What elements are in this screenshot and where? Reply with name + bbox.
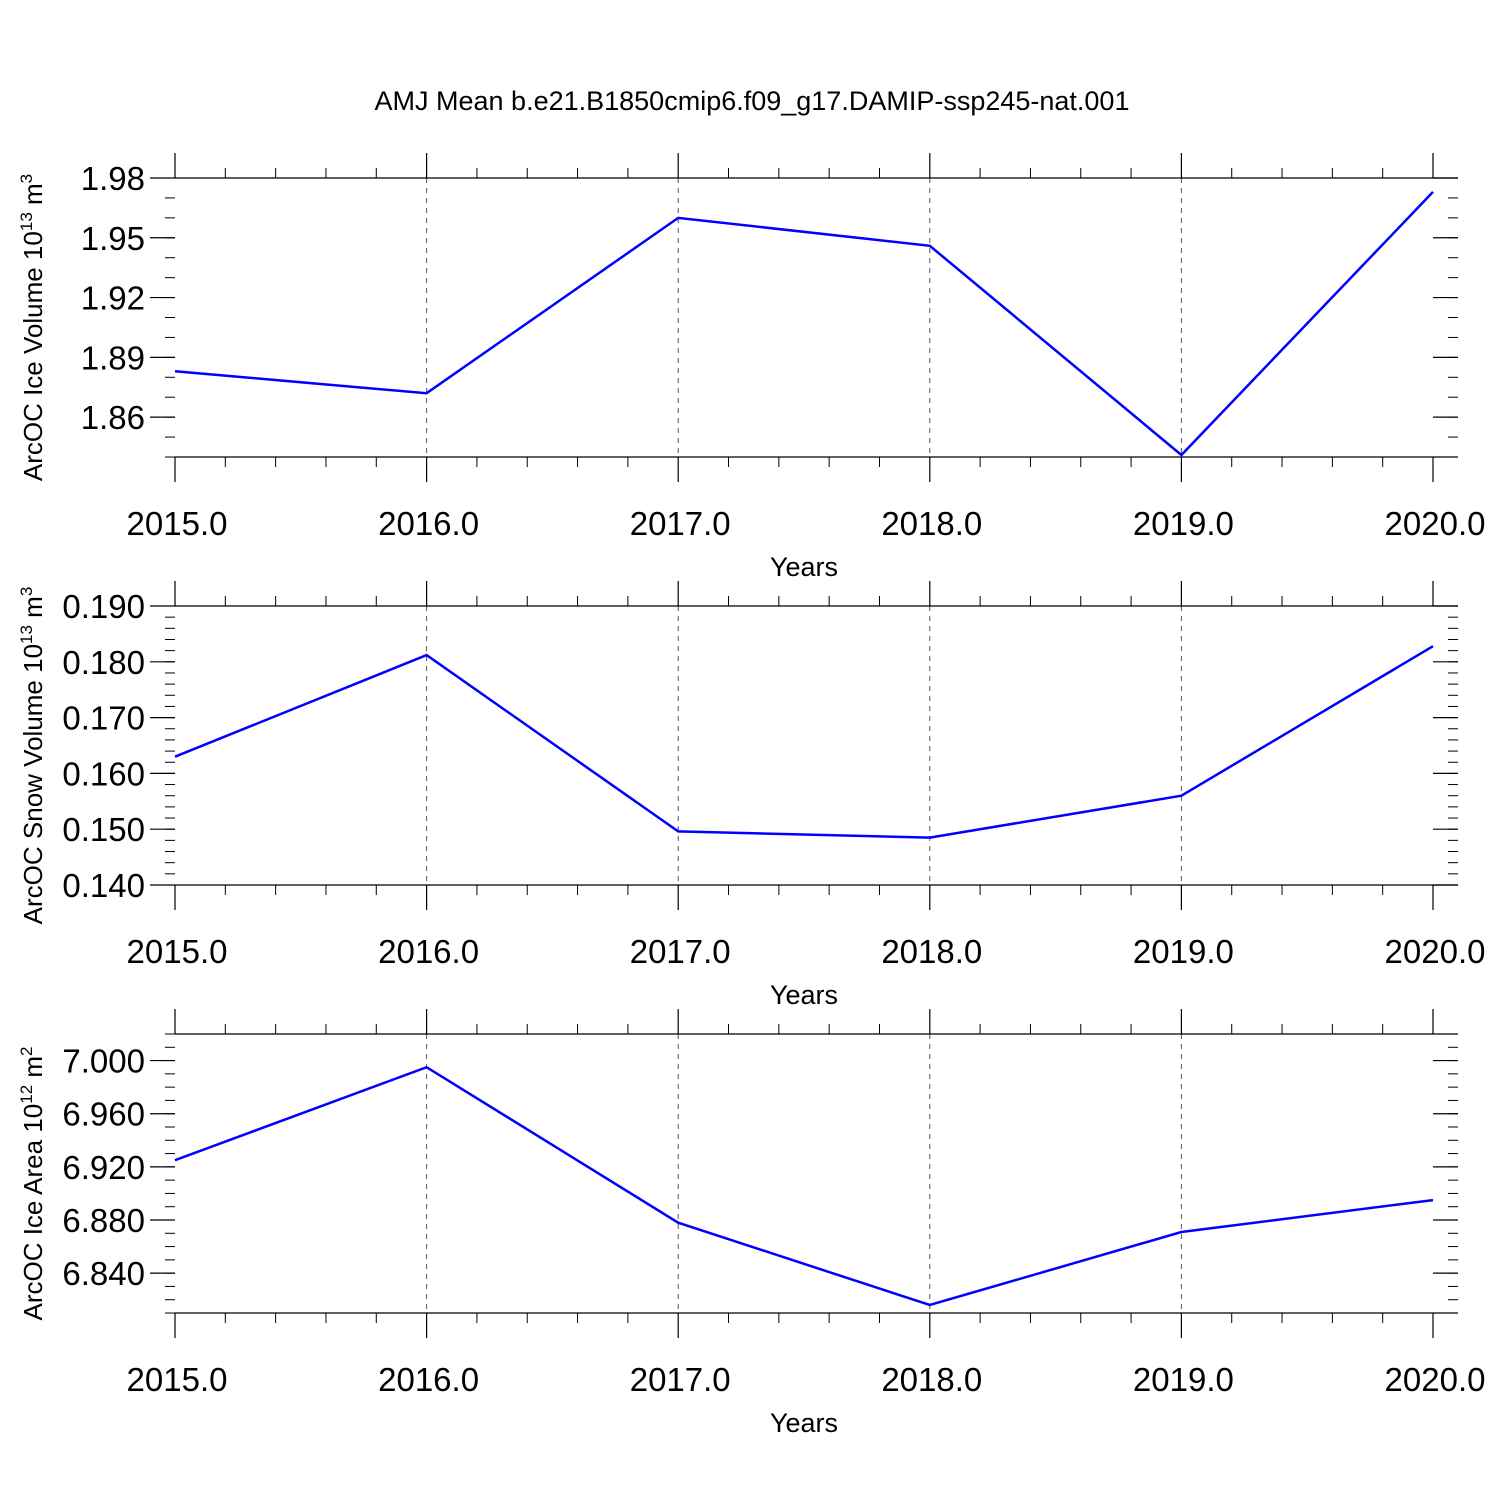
y-tick-label: 0.140 — [62, 867, 145, 904]
y-tick-label: 0.150 — [62, 811, 145, 848]
x-tick-label: 2018.0 — [881, 933, 982, 970]
y-tick-label: 1.92 — [81, 280, 145, 317]
y-tick-label: 7.000 — [62, 1043, 145, 1080]
y-tick-label: 0.190 — [62, 588, 145, 625]
x-tick-label: 2019.0 — [1133, 505, 1234, 542]
y-tick-label: 1.95 — [81, 220, 145, 257]
x-tick-label: 2019.0 — [1133, 933, 1234, 970]
y-tick-label: 6.880 — [62, 1202, 145, 1239]
y-axis-label: ArcOC Snow Volume 1013 m3 — [17, 587, 48, 925]
y-axis-label: ArcOC Ice Area 1012 m2 — [17, 1046, 48, 1320]
x-tick-label: 2018.0 — [881, 505, 982, 542]
x-tick-label: 2017.0 — [630, 933, 731, 970]
x-tick-label: 2017.0 — [630, 1361, 731, 1398]
series-line — [175, 1067, 1433, 1305]
x-tick-label: 2015.0 — [127, 933, 228, 970]
x-tick-label: 2019.0 — [1133, 1361, 1234, 1398]
y-axis-label: ArcOC Ice Volume 1013 m3 — [17, 174, 48, 481]
y-tick-label: 1.89 — [81, 339, 145, 376]
x-axis-label: Years — [770, 1408, 838, 1438]
x-axis-label: Years — [770, 980, 838, 1010]
x-tick-label: 2016.0 — [378, 1361, 479, 1398]
x-axis-label: Years — [770, 552, 838, 582]
y-tick-label: 1.98 — [81, 160, 145, 197]
y-tick-label: 0.170 — [62, 700, 145, 737]
x-tick-label: 2016.0 — [378, 505, 479, 542]
panel-3: 2015.0 2016.0 2017.0 2018.0 2019.0 2020.0 Year… — [17, 1009, 1485, 1438]
x-tick-label: 2015.0 — [127, 505, 228, 542]
y-tick-label: 6.840 — [62, 1255, 145, 1292]
y-tick-label: 6.960 — [62, 1096, 145, 1133]
panel-1: 2015.0 2016.0 2017.0 2018.0 2019.0 2020.0 Year… — [17, 153, 1485, 582]
y-tick-label: 6.920 — [62, 1149, 145, 1186]
x-tick-label: 2020.0 — [1385, 1361, 1486, 1398]
figure-title: AMJ Mean b.e21.B1850cmip6.f09_g17.DAMIP-… — [375, 86, 1130, 116]
x-tick-label: 2018.0 — [881, 1361, 982, 1398]
series-line — [175, 646, 1433, 837]
x-tick-label: 2020.0 — [1385, 505, 1486, 542]
panel-2: 2015.0 2016.0 2017.0 2018.0 2019.0 2020.0 Year… — [17, 581, 1485, 1010]
y-tick-label: 0.180 — [62, 644, 145, 681]
x-tick-label: 2016.0 — [378, 933, 479, 970]
x-tick-label: 2020.0 — [1385, 933, 1486, 970]
x-tick-label: 2017.0 — [630, 505, 731, 542]
series-line — [175, 192, 1433, 455]
x-tick-label: 2015.0 — [127, 1361, 228, 1398]
y-tick-label: 0.160 — [62, 755, 145, 792]
y-tick-label: 1.86 — [81, 399, 145, 436]
